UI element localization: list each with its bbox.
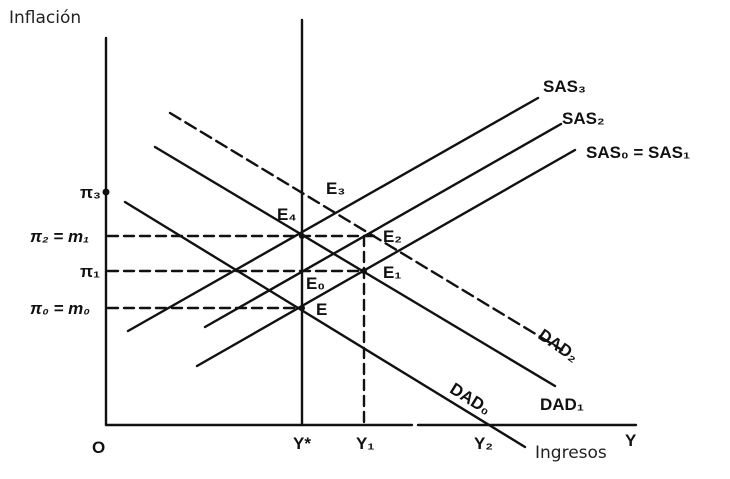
sas2-label: SAS₂	[562, 109, 605, 128]
dad1-label: DAD₁	[540, 395, 584, 414]
sas3-label: SAS₃	[543, 77, 586, 96]
y-tick-pi2: π₂ = m₁	[30, 227, 90, 246]
point-e0-label: E₀	[306, 274, 326, 293]
x-tick-y1: Y₁	[356, 434, 375, 453]
point-e1-label: E₁	[383, 263, 402, 282]
dad0-curve	[123, 200, 527, 449]
origin-label: O	[92, 438, 106, 457]
e4-dot	[299, 233, 305, 239]
y-tick-pi3: π₃	[80, 183, 101, 202]
point-e2-label: E₂	[383, 227, 402, 246]
point-e-label: E	[316, 300, 328, 319]
dad1-curve	[153, 145, 557, 388]
dad2-curve	[168, 111, 564, 352]
sas3-curve	[126, 96, 540, 333]
sas2-curve	[203, 122, 563, 329]
y-tick-pi0: π₀ = m₀	[30, 299, 91, 318]
x-axis-letter: Y	[625, 431, 637, 450]
sas01-curve	[195, 148, 577, 368]
e1-dot	[361, 268, 367, 274]
pi3-dot	[102, 188, 110, 196]
e-dot	[299, 305, 305, 311]
y-axis-title: Inflación	[9, 8, 82, 28]
sas01-label: SAS₀ = SAS₁	[586, 143, 690, 162]
y-tick-pi1: π₁	[80, 262, 101, 281]
x-tick-y2: Y₂	[474, 434, 493, 453]
x-axis-title: Ingresos	[535, 443, 607, 463]
point-e3-label: E₃	[326, 179, 346, 198]
x-tick-y-star: Y*	[293, 434, 311, 453]
point-e4-label: E₄	[277, 205, 297, 224]
